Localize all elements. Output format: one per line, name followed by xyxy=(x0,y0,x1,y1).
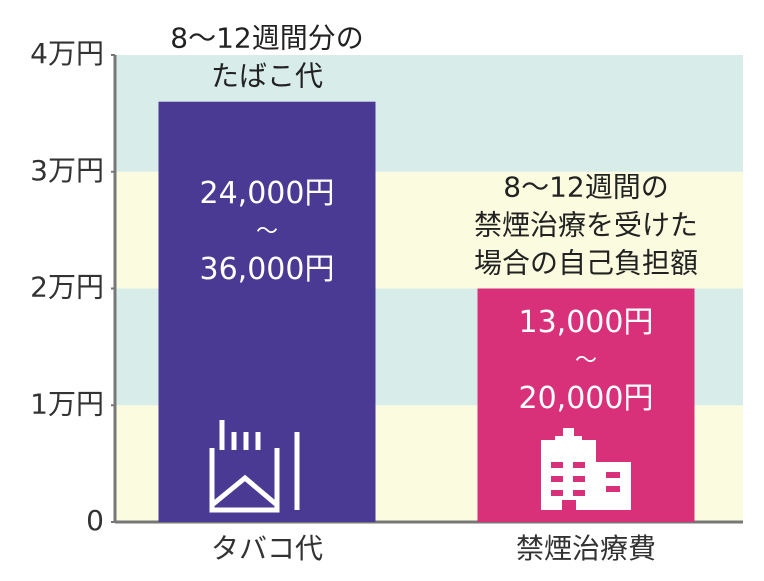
hospital-icon xyxy=(551,462,563,468)
y-tick-label: 2万円 xyxy=(30,271,104,304)
value-label: 36,000円 xyxy=(200,252,335,287)
bar xyxy=(158,101,376,522)
hospital-icon xyxy=(573,462,585,468)
hospital-icon xyxy=(541,440,631,510)
hospital-icon xyxy=(573,476,585,482)
cigarette-icon xyxy=(209,448,280,513)
hospital-icon xyxy=(573,490,585,496)
y-tick-label: 0 xyxy=(86,504,104,537)
y-tick-label: 4万円 xyxy=(30,37,104,70)
annotation: 場合の自己負担額 xyxy=(474,247,698,280)
hospital-icon xyxy=(606,472,620,478)
x-tick-label: タバコ代 xyxy=(211,532,323,565)
y-tick-label: 3万円 xyxy=(30,154,104,187)
value-label: 13,000円 xyxy=(519,305,654,340)
value-label: ～ xyxy=(575,349,597,374)
hospital-icon xyxy=(551,476,563,482)
annotation: 禁煙治療を受けた xyxy=(474,209,698,242)
annotation: 8～12週間の xyxy=(503,171,668,204)
hospital-icon xyxy=(555,428,582,454)
hospital-icon xyxy=(551,490,563,496)
x-tick-label: 禁煙治療費 xyxy=(516,532,656,565)
annotation: 8～12週間分の xyxy=(170,22,363,55)
y-tick-label: 1万円 xyxy=(30,387,104,420)
annotation: たばこ代 xyxy=(211,60,323,93)
hospital-icon xyxy=(606,486,620,492)
value-label: 20,000円 xyxy=(519,381,654,416)
value-label: ～ xyxy=(256,220,278,245)
hospital-icon xyxy=(562,500,576,510)
value-label: 24,000円 xyxy=(200,176,335,211)
